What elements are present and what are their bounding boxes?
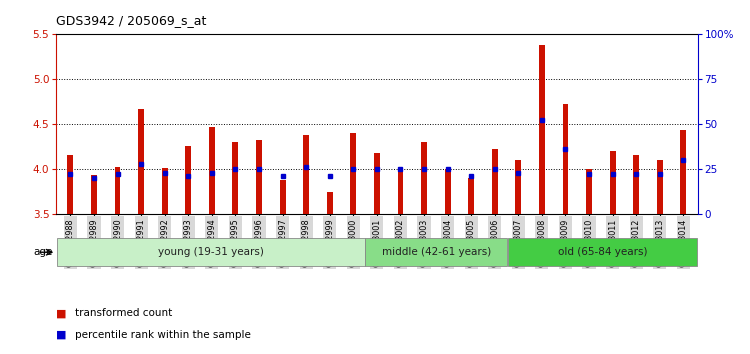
Bar bbox=[91, 175, 97, 214]
Bar bbox=[162, 168, 168, 214]
Bar bbox=[633, 155, 639, 214]
Bar bbox=[327, 192, 333, 214]
Text: age: age bbox=[33, 247, 53, 257]
Bar bbox=[68, 155, 74, 214]
Text: GDS3942 / 205069_s_at: GDS3942 / 205069_s_at bbox=[56, 13, 206, 27]
Bar bbox=[232, 142, 238, 214]
Text: middle (42-61 years): middle (42-61 years) bbox=[382, 247, 490, 257]
Bar bbox=[492, 149, 498, 214]
Bar bbox=[610, 151, 616, 214]
Bar bbox=[445, 169, 451, 214]
Bar bbox=[256, 140, 262, 214]
Bar bbox=[539, 45, 544, 214]
Bar bbox=[115, 167, 121, 214]
Text: percentile rank within the sample: percentile rank within the sample bbox=[75, 330, 250, 339]
Text: ■: ■ bbox=[56, 330, 67, 339]
Text: young (19-31 years): young (19-31 years) bbox=[158, 247, 263, 257]
FancyBboxPatch shape bbox=[57, 238, 364, 266]
Text: transformed count: transformed count bbox=[75, 308, 172, 318]
Bar bbox=[515, 160, 521, 214]
Text: ■: ■ bbox=[56, 308, 67, 318]
Bar bbox=[468, 178, 474, 214]
Bar bbox=[657, 160, 663, 214]
Bar bbox=[209, 127, 214, 214]
Bar bbox=[374, 153, 380, 214]
Text: old (65-84 years): old (65-84 years) bbox=[558, 247, 647, 257]
FancyBboxPatch shape bbox=[365, 238, 507, 266]
Bar bbox=[398, 169, 404, 214]
Bar bbox=[138, 109, 144, 214]
Bar bbox=[586, 169, 592, 214]
Bar bbox=[303, 135, 309, 214]
Bar bbox=[350, 133, 356, 214]
Bar bbox=[680, 130, 686, 214]
Bar bbox=[421, 142, 427, 214]
Bar bbox=[562, 104, 568, 214]
Bar bbox=[185, 147, 191, 214]
FancyBboxPatch shape bbox=[508, 238, 697, 266]
Bar bbox=[280, 180, 286, 214]
